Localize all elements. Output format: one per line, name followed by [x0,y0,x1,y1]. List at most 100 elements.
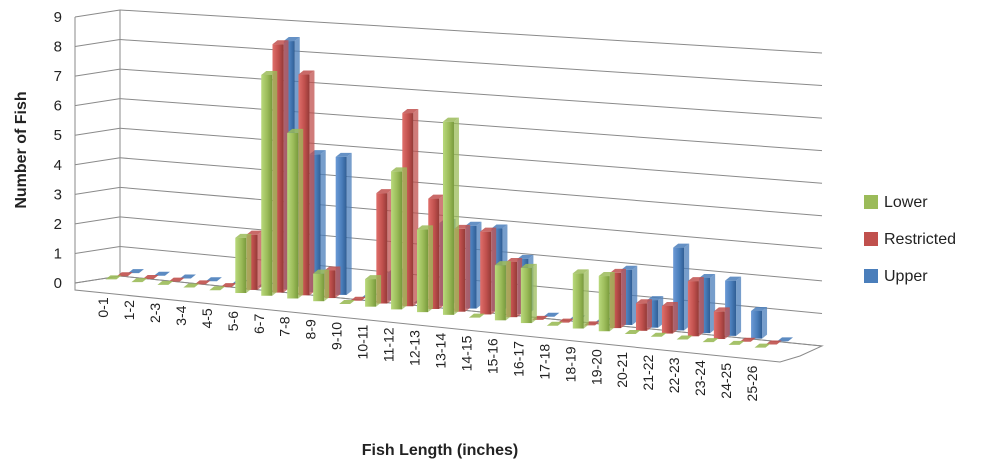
bar-restricted-20-21 [635,299,652,331]
x-tick-label: 15-16 [484,338,500,374]
bar-restricted-1-2 [142,274,159,279]
x-tick-label: 4-5 [199,308,215,328]
bar-lower-16-17 [520,263,537,324]
x-tick-label: 18-19 [562,346,578,382]
gridline-side [74,68,121,77]
bar-restricted-17-18 [558,318,575,323]
x-tick-label: 10-11 [355,324,371,359]
x-tick-label: 25-26 [744,365,760,401]
legend-label-restricted: Restricted [884,231,956,248]
x-tick-label: 5-6 [225,311,241,331]
bar-restricted-25-26 [765,340,782,345]
y-tick-label: 8 [54,39,62,56]
bar-upper-23-24 [725,276,742,336]
y-tick-labels: 0 1 2 3 4 5 6 7 8 9 [54,9,62,292]
gridline [119,68,823,119]
y-tick-label: 5 [54,127,62,144]
y-tick-label: 4 [54,157,62,174]
y-tick-label: 1 [54,245,62,262]
bar-upper-8-9 [335,152,352,295]
bar-lower-11-12 [391,167,408,310]
legend-swatch-lower [864,195,878,209]
gridline [119,98,823,152]
gridline-side [74,39,121,48]
x-axis-title: Fish Length (inches) [362,442,518,459]
legend-swatch-upper [864,269,878,283]
x-tick-label: 2-3 [147,303,163,323]
bar-lower-12-13 [417,225,434,313]
bar-restricted-22-23 [687,277,704,337]
y-tick-label: 2 [54,216,62,233]
bar-lower-21-22 [650,332,667,337]
bar-upper-0-1 [127,269,144,274]
bar-lower-24-25 [728,340,745,345]
bar-restricted-3-4 [194,280,211,285]
bar-upper-16-17 [543,312,560,317]
x-tick-label: 16-17 [510,341,526,377]
bars [105,37,794,348]
x-tick-label: 8-9 [303,319,319,339]
bar-restricted-14-15 [480,227,497,315]
legend-label-lower: Lower [884,194,928,211]
bar-lower-5-6 [235,233,252,294]
bar-lower-19-20 [598,272,615,332]
bar-restricted-4-5 [220,283,237,288]
bar-lower-7-8 [287,128,304,299]
bar-restricted-24-25 [739,337,756,342]
x-tick-label: 11-12 [381,327,397,362]
x-tick-label: 19-20 [588,349,604,385]
gridline-side [74,216,121,225]
bar-lower-4-5 [209,286,226,291]
bar-upper-25-26 [777,337,794,342]
bar-restricted-9-10 [350,296,367,301]
y-tick-label: 6 [54,98,62,115]
bar-restricted-7-8 [298,70,315,296]
gridline-side [74,186,121,195]
bar-lower-18-19 [572,269,589,329]
gridline [119,157,823,217]
bar-lower-0-1 [105,275,122,280]
gridline-side [74,245,121,254]
x-tick-label: 24-25 [718,363,734,399]
gridline-side [74,98,121,107]
y-tick-label: 9 [54,9,62,26]
bar-restricted-19-20 [610,268,626,329]
gridline-side [74,127,121,136]
x-tick-labels: 0-1 1-2 2-3 3-4 4-5 5-6 6-7 7-8 8-9 9-10 10-11 11-1… [95,297,760,401]
bar-lower-15-16 [494,261,511,321]
bar-upper-1-2 [153,271,170,276]
x-tick-label: 21-22 [640,355,656,391]
y-axis-title: Number of Fish [13,91,30,208]
bar-lower-10-11 [365,275,382,307]
bar-lower-6-7 [261,70,278,296]
x-tick-label: 6-7 [251,314,267,334]
gridline [119,186,823,249]
x-tick-label: 23-24 [692,360,708,396]
legend-label-upper: Upper [884,268,928,285]
bar-upper-3-4 [205,277,222,282]
bar-lower-8-9 [313,269,330,302]
x-tick-label: 3-4 [173,305,189,325]
gridline [119,127,823,184]
bar-upper-2-3 [179,274,196,279]
gridline-side [74,9,121,18]
bar-lower-3-4 [183,283,200,288]
x-tick-label: 22-23 [666,357,682,393]
bar-lower-20-21 [624,329,641,334]
bar-lower-23-24 [702,338,719,343]
bar-lower-1-2 [131,278,148,283]
bar-restricted-8-9 [324,266,341,299]
x-tick-label: 0-1 [95,297,111,317]
y-tick-label: 7 [54,68,62,85]
bar-restricted-0-1 [116,272,133,277]
x-tick-label: 1-2 [121,300,137,320]
legend-swatch-restricted [864,232,878,246]
bar-lower-22-23 [676,335,693,340]
x-tick-label: 13-14 [432,333,448,369]
gridline [119,39,823,87]
y-tick-label: 3 [54,186,62,203]
gridline [119,9,823,54]
x-tick-label: 17-18 [536,344,552,380]
x-tick-label: 12-13 [407,330,423,366]
